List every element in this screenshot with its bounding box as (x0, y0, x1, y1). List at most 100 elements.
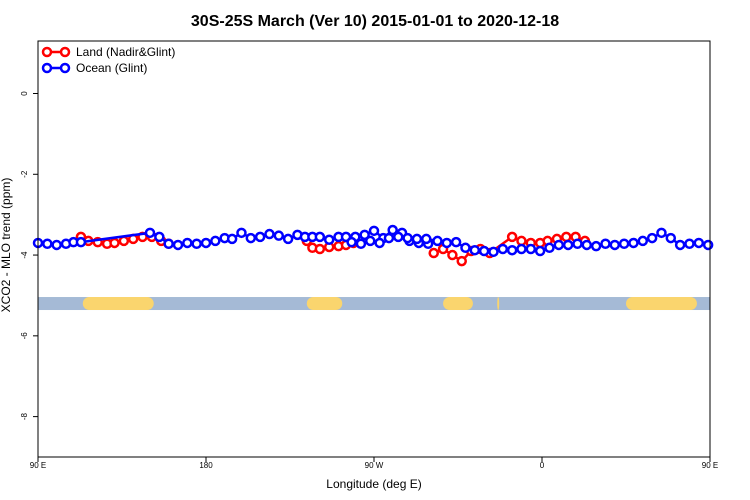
data-point-ocean-glint (51, 239, 62, 251)
data-point-ocean-glint (273, 230, 285, 241)
data-point-ocean-glint (355, 238, 367, 249)
legend-marker-ocean-glint (41, 62, 53, 74)
legend-label-land-nadir-glint: Land (Nadir&Glint) (76, 45, 175, 59)
data-point-ocean-glint (154, 231, 165, 243)
legend-marker-ocean-glint (59, 62, 71, 74)
surface-bar-land-2 (306, 297, 343, 311)
data-point-ocean-glint (684, 238, 695, 249)
data-point-ocean-glint (525, 243, 537, 255)
data-point-ocean-glint (383, 232, 395, 244)
data-point-ocean-glint (534, 245, 546, 257)
data-point-ocean-glint (432, 235, 443, 247)
data-point-land-nadir-glint (118, 235, 130, 247)
data-point-ocean-glint (506, 244, 518, 256)
data-point-ocean-glint (637, 235, 649, 247)
data-point-ocean-glint (393, 231, 404, 243)
data-point-ocean-glint (693, 237, 705, 249)
x-tick-label: 90 E (30, 461, 46, 470)
x-tick-label: 90 W (365, 461, 384, 470)
data-point-ocean-glint (236, 227, 247, 239)
data-point-ocean-glint (172, 239, 184, 251)
data-point-land-nadir-glint (456, 255, 467, 267)
data-point-land-nadir-glint (506, 231, 518, 243)
data-point-ocean-glint (75, 236, 87, 248)
data-point-land-nadir-glint (516, 235, 527, 247)
data-point-ocean-glint (656, 227, 667, 239)
data-point-ocean-glint (702, 239, 714, 251)
x-axis-label: Longitude (deg E) (326, 477, 421, 491)
data-point-ocean-glint (628, 237, 639, 249)
x-axis: 90 E 180 90 W 0 90 E (30, 457, 718, 470)
data-point-ocean-glint (387, 224, 398, 236)
data-point-ocean-glint (478, 245, 490, 257)
legend-marker-land-nadir-glint (41, 46, 53, 58)
data-point-ocean-glint (600, 238, 611, 249)
y-tick-label: -6 (20, 332, 29, 340)
data-point-ocean-glint (646, 232, 658, 244)
data-point-ocean-glint (163, 238, 174, 249)
data-point-ocean-glint (553, 239, 565, 251)
data-point-ocean-glint (245, 232, 257, 244)
data-point-ocean-glint (374, 237, 385, 249)
data-point-land-nadir-glint (109, 237, 120, 249)
surface-bar-ocean (38, 297, 710, 311)
data-point-ocean-glint (488, 246, 499, 258)
data-point-ocean-glint (516, 243, 527, 255)
data-point-ocean-glint (144, 227, 156, 239)
chart-title: 30S-25S March (Ver 10) 2015-01-01 to 202… (191, 13, 559, 30)
data-point-ocean-glint (441, 237, 453, 249)
data-point-ocean-glint (346, 236, 357, 248)
y-axis-label: XCO2 - MLO trend (ppm) (0, 178, 13, 313)
data-point-ocean-glint (609, 239, 621, 251)
x-tick-label: 90 E (702, 461, 718, 470)
data-point-ocean-glint (282, 233, 294, 245)
y-tick-label: -2 (20, 170, 29, 178)
series-line-ocean-glint (80, 231, 151, 244)
surface-bar-land-5 (626, 297, 697, 311)
x-tick-label: 180 (199, 461, 213, 470)
data-point-ocean-glint (314, 231, 326, 243)
surface-bar-land-4 (497, 297, 500, 311)
data-point-ocean-glint (402, 232, 413, 244)
data-point-ocean-glint (497, 243, 509, 255)
data-point-ocean-glint (469, 244, 481, 256)
data-point-ocean-glint (665, 232, 677, 244)
legend: Land (Nadir&Glint) Ocean (Glint) (41, 45, 175, 75)
data-point-ocean-glint (421, 233, 432, 245)
y-axis: 0 -2 -4 -6 -8 (20, 91, 38, 420)
data-point-ocean-glint (411, 233, 423, 245)
data-point-ocean-glint (368, 225, 380, 237)
data-point-ocean-glint (200, 237, 212, 249)
data-point-land-nadir-glint (314, 243, 326, 255)
data-point-ocean-glint (572, 238, 583, 249)
data-point-ocean-glint (254, 231, 266, 243)
plot-area (32, 224, 714, 311)
data-point-ocean-glint (562, 239, 574, 251)
data-point-ocean-glint (226, 233, 238, 245)
data-point-land-nadir-glint (428, 247, 439, 259)
data-point-ocean-glint (210, 235, 221, 247)
legend-marker-land-nadir-glint (59, 46, 71, 58)
x-tick-label: 0 (540, 461, 545, 470)
y-tick-label: -8 (20, 413, 29, 421)
data-point-ocean-glint (460, 242, 471, 254)
data-point-ocean-glint (182, 237, 193, 249)
data-point-ocean-glint (264, 228, 275, 240)
legend-label-ocean-glint: Ocean (Glint) (76, 61, 147, 75)
data-point-ocean-glint (191, 238, 202, 249)
data-point-land-nadir-glint (561, 231, 572, 243)
data-point-ocean-glint (42, 238, 53, 249)
data-point-ocean-glint (581, 239, 593, 251)
data-point-land-nadir-glint (447, 249, 458, 261)
data-point-ocean-glint (590, 240, 602, 252)
plot-frame (37, 40, 711, 458)
data-point-ocean-glint (323, 234, 335, 245)
data-point-ocean-glint (544, 242, 555, 254)
surface-bar-land-1 (82, 297, 154, 311)
data-point-ocean-glint (674, 239, 686, 251)
y-tick-label: 0 (20, 91, 29, 96)
data-point-ocean-glint (365, 235, 376, 247)
data-point-ocean-glint (450, 236, 462, 248)
surface-bar-land-3 (443, 297, 473, 311)
